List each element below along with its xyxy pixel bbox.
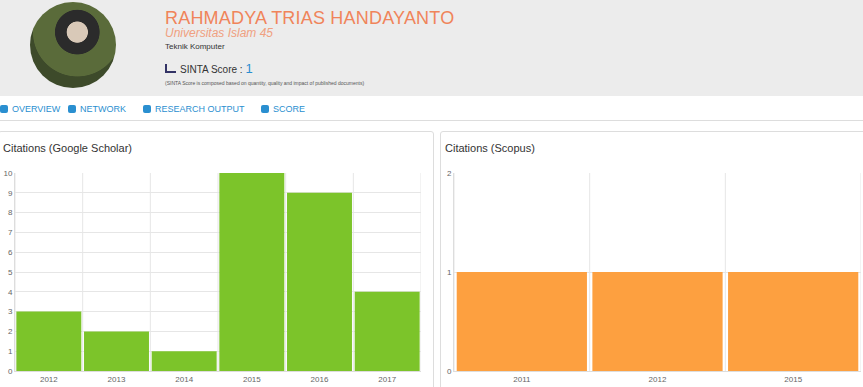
html-text:SCORE: SCORE xyxy=(273,104,305,114)
html-text:Universitas Islam 45: Universitas Islam 45 xyxy=(165,26,273,40)
html-text:NETWORK: NETWORK xyxy=(80,104,126,114)
html-text:OVERVIEW: OVERVIEW xyxy=(12,104,61,114)
svg-text:4: 4 xyxy=(8,288,13,297)
html-text:Citations (Google Scholar): Citations (Google Scholar) xyxy=(3,142,132,154)
svg-text:0: 0 xyxy=(447,367,452,376)
svg-text:9: 9 xyxy=(8,189,13,198)
svg-text:2: 2 xyxy=(447,169,452,178)
svg-text:2014: 2014 xyxy=(175,375,193,384)
svg-text:1: 1 xyxy=(8,347,13,356)
svg-text:2: 2 xyxy=(8,327,13,336)
html-text:Teknik Komputer: Teknik Komputer xyxy=(165,42,225,51)
html-text:SINTA Score :1: SINTA Score :1 xyxy=(180,61,253,76)
svg-text:7: 7 xyxy=(8,228,13,237)
svg-text:2016: 2016 xyxy=(311,375,329,384)
svg-text:2015: 2015 xyxy=(243,375,261,384)
svg-text:2012: 2012 xyxy=(40,375,58,384)
html-text:(SINTA Score is composed based: (SINTA Score is composed based on quanti… xyxy=(165,80,365,86)
html-text:Citations (Scopus): Citations (Scopus) xyxy=(445,142,535,154)
svg-text:1: 1 xyxy=(447,268,452,277)
svg-text:10: 10 xyxy=(3,169,12,178)
svg-text:5: 5 xyxy=(8,268,13,277)
svg-text:2011: 2011 xyxy=(513,375,531,384)
svg-text:3: 3 xyxy=(8,307,13,316)
html-text:RESEARCH OUTPUT: RESEARCH OUTPUT xyxy=(155,104,245,114)
svg-text:0: 0 xyxy=(8,367,13,376)
svg-text:6: 6 xyxy=(8,248,13,257)
svg-text:2015: 2015 xyxy=(784,375,802,384)
svg-text:8: 8 xyxy=(8,208,13,217)
html-text:RAHMADYA TRIAS HANDAYANTO: RAHMADYA TRIAS HANDAYANTO xyxy=(165,8,455,28)
svg-text:2013: 2013 xyxy=(108,375,126,384)
svg-text:2017: 2017 xyxy=(378,375,396,384)
svg-text:2012: 2012 xyxy=(649,375,667,384)
